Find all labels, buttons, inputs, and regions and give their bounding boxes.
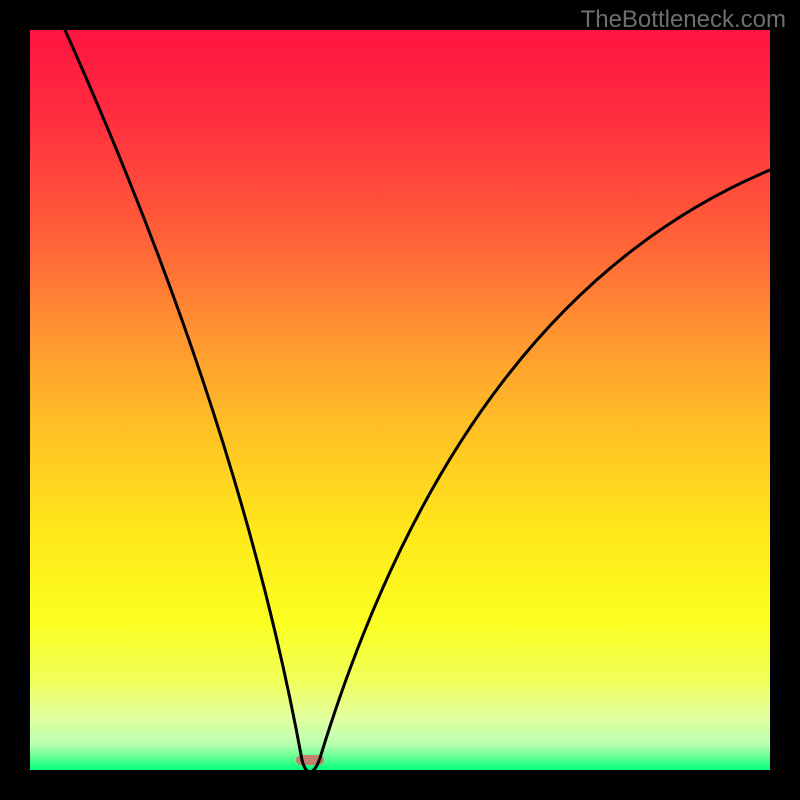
chart-container: TheBottleneck.com <box>0 0 800 800</box>
watermark-text: TheBottleneck.com <box>581 6 786 34</box>
chart-background <box>30 30 770 770</box>
bottleneck-chart <box>0 0 800 800</box>
